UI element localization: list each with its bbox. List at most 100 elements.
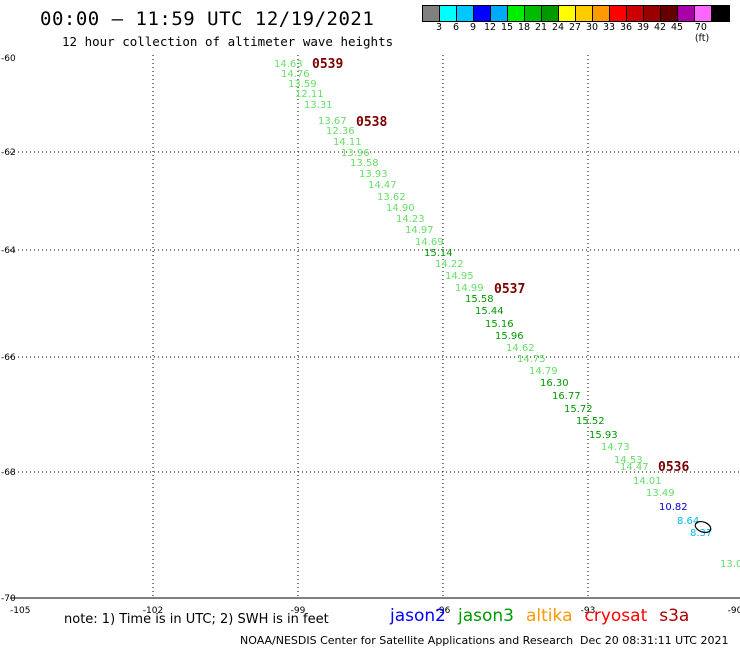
color-swatch xyxy=(559,6,576,21)
color-swatch xyxy=(610,6,627,21)
color-swatch xyxy=(695,6,712,21)
generated-timestamp: Dec 20 08:31:11 UTC 2021 xyxy=(580,634,729,647)
wave-height-label: 15.16 xyxy=(485,319,514,330)
color-legend-labels: 3 6 9 12 15 18 21 24 27 30 33 36 39 42 45 70 (ft) xyxy=(422,22,712,44)
color-swatch xyxy=(593,6,610,21)
wave-height-label: 14.97 xyxy=(405,225,434,236)
wave-height-label: 12.11 xyxy=(295,89,324,100)
color-legend-label: 15 xyxy=(500,22,514,33)
satellite-legend-altika: altika xyxy=(526,606,573,626)
satellite-legend-jason2: jason2 xyxy=(390,606,446,626)
color-legend-label: 33 xyxy=(602,22,616,33)
wave-height-label: 14.22 xyxy=(435,259,464,270)
pass-labels: 0539 0538 0537 0536 xyxy=(312,57,689,475)
wave-height-label: 14.63 xyxy=(274,59,303,70)
wave-height-label: 15.93 xyxy=(589,430,618,441)
color-swatch xyxy=(712,6,729,21)
pass-time-label: 0539 xyxy=(312,57,343,72)
wave-height-label: 14.69 xyxy=(415,237,444,248)
lat-tick-label: -66 xyxy=(1,353,16,363)
page-subtitle: 12 hour collection of altimeter wave hei… xyxy=(62,34,394,49)
wave-height-label: 14.53 xyxy=(614,455,643,466)
color-legend-label: 39 xyxy=(636,22,650,33)
lat-tick-label: -60 xyxy=(1,54,16,64)
wave-height-label: 15.14 xyxy=(424,248,453,259)
lat-tick-label: -68 xyxy=(1,468,16,478)
map-grid xyxy=(10,55,740,599)
lat-tick-label: -62 xyxy=(1,148,16,158)
lon-tick-label: -102 xyxy=(143,606,163,616)
wave-height-label: 13.93 xyxy=(359,169,388,180)
color-legend-label: 36 xyxy=(619,22,633,33)
pass-time-label: 0537 xyxy=(494,282,525,297)
wave-height-label: 16.30 xyxy=(540,378,569,389)
color-legend-bar xyxy=(422,5,730,22)
color-legend-label: 3 xyxy=(435,22,443,33)
wave-height-label: 13.31 xyxy=(304,100,333,111)
color-swatch xyxy=(423,6,440,21)
footer-note: note: 1) Time is in UTC; 2) SWH is in fe… xyxy=(64,612,329,627)
color-swatch xyxy=(508,6,525,21)
wave-height-label: 14.76 xyxy=(281,69,310,80)
lat-tick-label: -64 xyxy=(1,246,16,256)
color-swatch xyxy=(576,6,593,21)
wave-height-label: 15.72 xyxy=(564,404,593,415)
pass-time-label: 0538 xyxy=(356,115,387,130)
color-legend-label: 42 xyxy=(653,22,667,33)
wave-height-label: 15.44 xyxy=(475,306,504,317)
wave-height-label: 14.95 xyxy=(445,271,474,282)
color-swatch xyxy=(525,6,542,21)
wave-height-label: 8.64 xyxy=(677,516,699,527)
color-legend-label: 70 (ft) xyxy=(694,22,710,44)
color-swatch xyxy=(440,6,457,21)
wave-height-label: 13.49 xyxy=(646,488,675,499)
wave-height-label: 13.59 xyxy=(288,79,317,90)
color-swatch xyxy=(644,6,661,21)
wave-height-label: 14.79 xyxy=(529,366,558,377)
lon-tick-label: -96 xyxy=(436,606,451,616)
wave-height-label: 10.82 xyxy=(659,502,688,513)
color-legend-label: 12 xyxy=(483,22,497,33)
pass-time-label: 0536 xyxy=(658,460,689,475)
color-legend-label: 18 xyxy=(517,22,531,33)
wave-height-label: 14.47 xyxy=(620,462,649,473)
storm-marker-icon xyxy=(694,520,712,534)
color-swatch xyxy=(661,6,678,21)
wave-height-label: 14.90 xyxy=(386,203,415,214)
page-title: 00:00 – 11:59 UTC 12/19/2021 xyxy=(40,8,375,30)
color-legend-label: 6 xyxy=(452,22,460,33)
wave-height-label: 15.52 xyxy=(576,416,605,427)
wave-height-label: 14.11 xyxy=(333,137,362,148)
lon-tick-label: -93 xyxy=(581,606,596,616)
wave-height-label: 14.23 xyxy=(396,214,425,225)
lon-tick-label: -90 xyxy=(728,606,740,616)
color-swatch xyxy=(474,6,491,21)
wave-height-label: 15.58 xyxy=(465,294,494,305)
lat-tick-label: -70 xyxy=(1,594,16,604)
color-swatch xyxy=(627,6,644,21)
color-swatch xyxy=(542,6,559,21)
satellite-legend-jason3: jason3 xyxy=(458,606,514,626)
wave-height-label: 14.47 xyxy=(368,180,397,191)
color-legend-label: 9 xyxy=(469,22,477,33)
satellite-legend-s3a: s3a xyxy=(659,606,690,626)
axis-ticks: -60 -62 -64 -66 -68 -70 -105 -102 -99 -96 -93 -90 xyxy=(1,54,740,616)
wave-height-label: 13.62 xyxy=(377,192,406,203)
color-swatch xyxy=(457,6,474,21)
wave-height-label: 14.75 xyxy=(517,354,546,365)
color-swatch xyxy=(678,6,695,21)
wave-height-label: 13.96 xyxy=(341,148,370,159)
wave-height-label: 12.36 xyxy=(326,126,355,137)
color-legend-label: 45 xyxy=(670,22,684,33)
color-legend-label: 30 xyxy=(585,22,599,33)
color-legend-label: 21 xyxy=(534,22,548,33)
wave-height-label: 16.77 xyxy=(552,391,581,402)
wave-height-label: 13.58 xyxy=(350,158,379,169)
lon-tick-label: -99 xyxy=(291,606,306,616)
wave-height-label: 14.01 xyxy=(633,476,662,487)
wave-height-label: 15.96 xyxy=(495,331,524,342)
lon-tick-label: -105 xyxy=(10,606,30,616)
wave-height-label: 8.37 xyxy=(690,528,712,539)
